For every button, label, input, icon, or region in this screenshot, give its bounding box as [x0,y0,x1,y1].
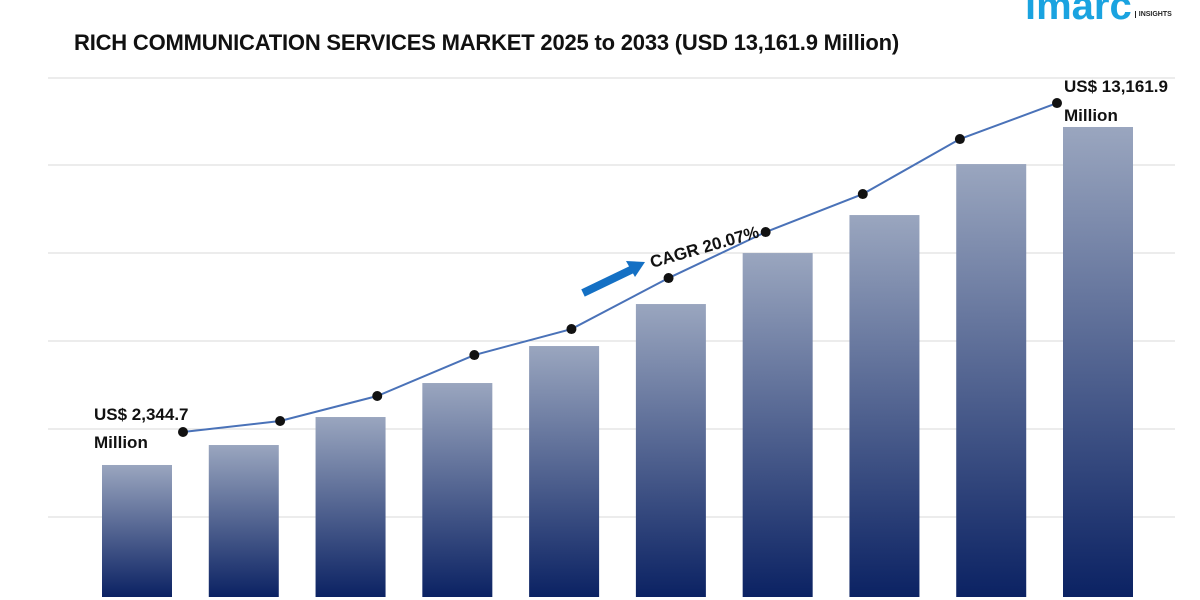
end-unit-label: Million [1064,106,1118,125]
trend-point [178,427,188,438]
bar [742,253,813,597]
bar [956,164,1027,598]
bar [1063,126,1133,597]
cagr-arrow [581,261,645,297]
trend-point [372,391,383,402]
trend-point [857,189,868,200]
bar [422,383,493,597]
trend-point [1052,98,1062,109]
chart-title: RICH COMMUNICATION SERVICES MARKET 2025 … [74,30,900,55]
bar [529,346,600,597]
trend-point [275,416,286,427]
logo-word: imarc [1025,0,1132,28]
trend-point [566,324,577,335]
start-value-label: US$ 2,344.7 [94,405,189,424]
start-unit-label: Million [94,433,148,452]
trend-point [663,273,674,284]
trend-point [469,350,480,361]
trend-line [182,102,1058,434]
bar [315,417,386,597]
bar [208,445,279,597]
bar [102,464,172,597]
end-value-label: US$ 13,161.9 [1064,77,1168,96]
trend-point [954,134,965,145]
logo-sub: INSIGHTS [1134,11,1172,18]
bar [635,304,706,597]
bar [849,215,920,597]
trend-point [760,227,771,238]
imarc-logo: imarc INSIGHTS [1025,0,1172,26]
